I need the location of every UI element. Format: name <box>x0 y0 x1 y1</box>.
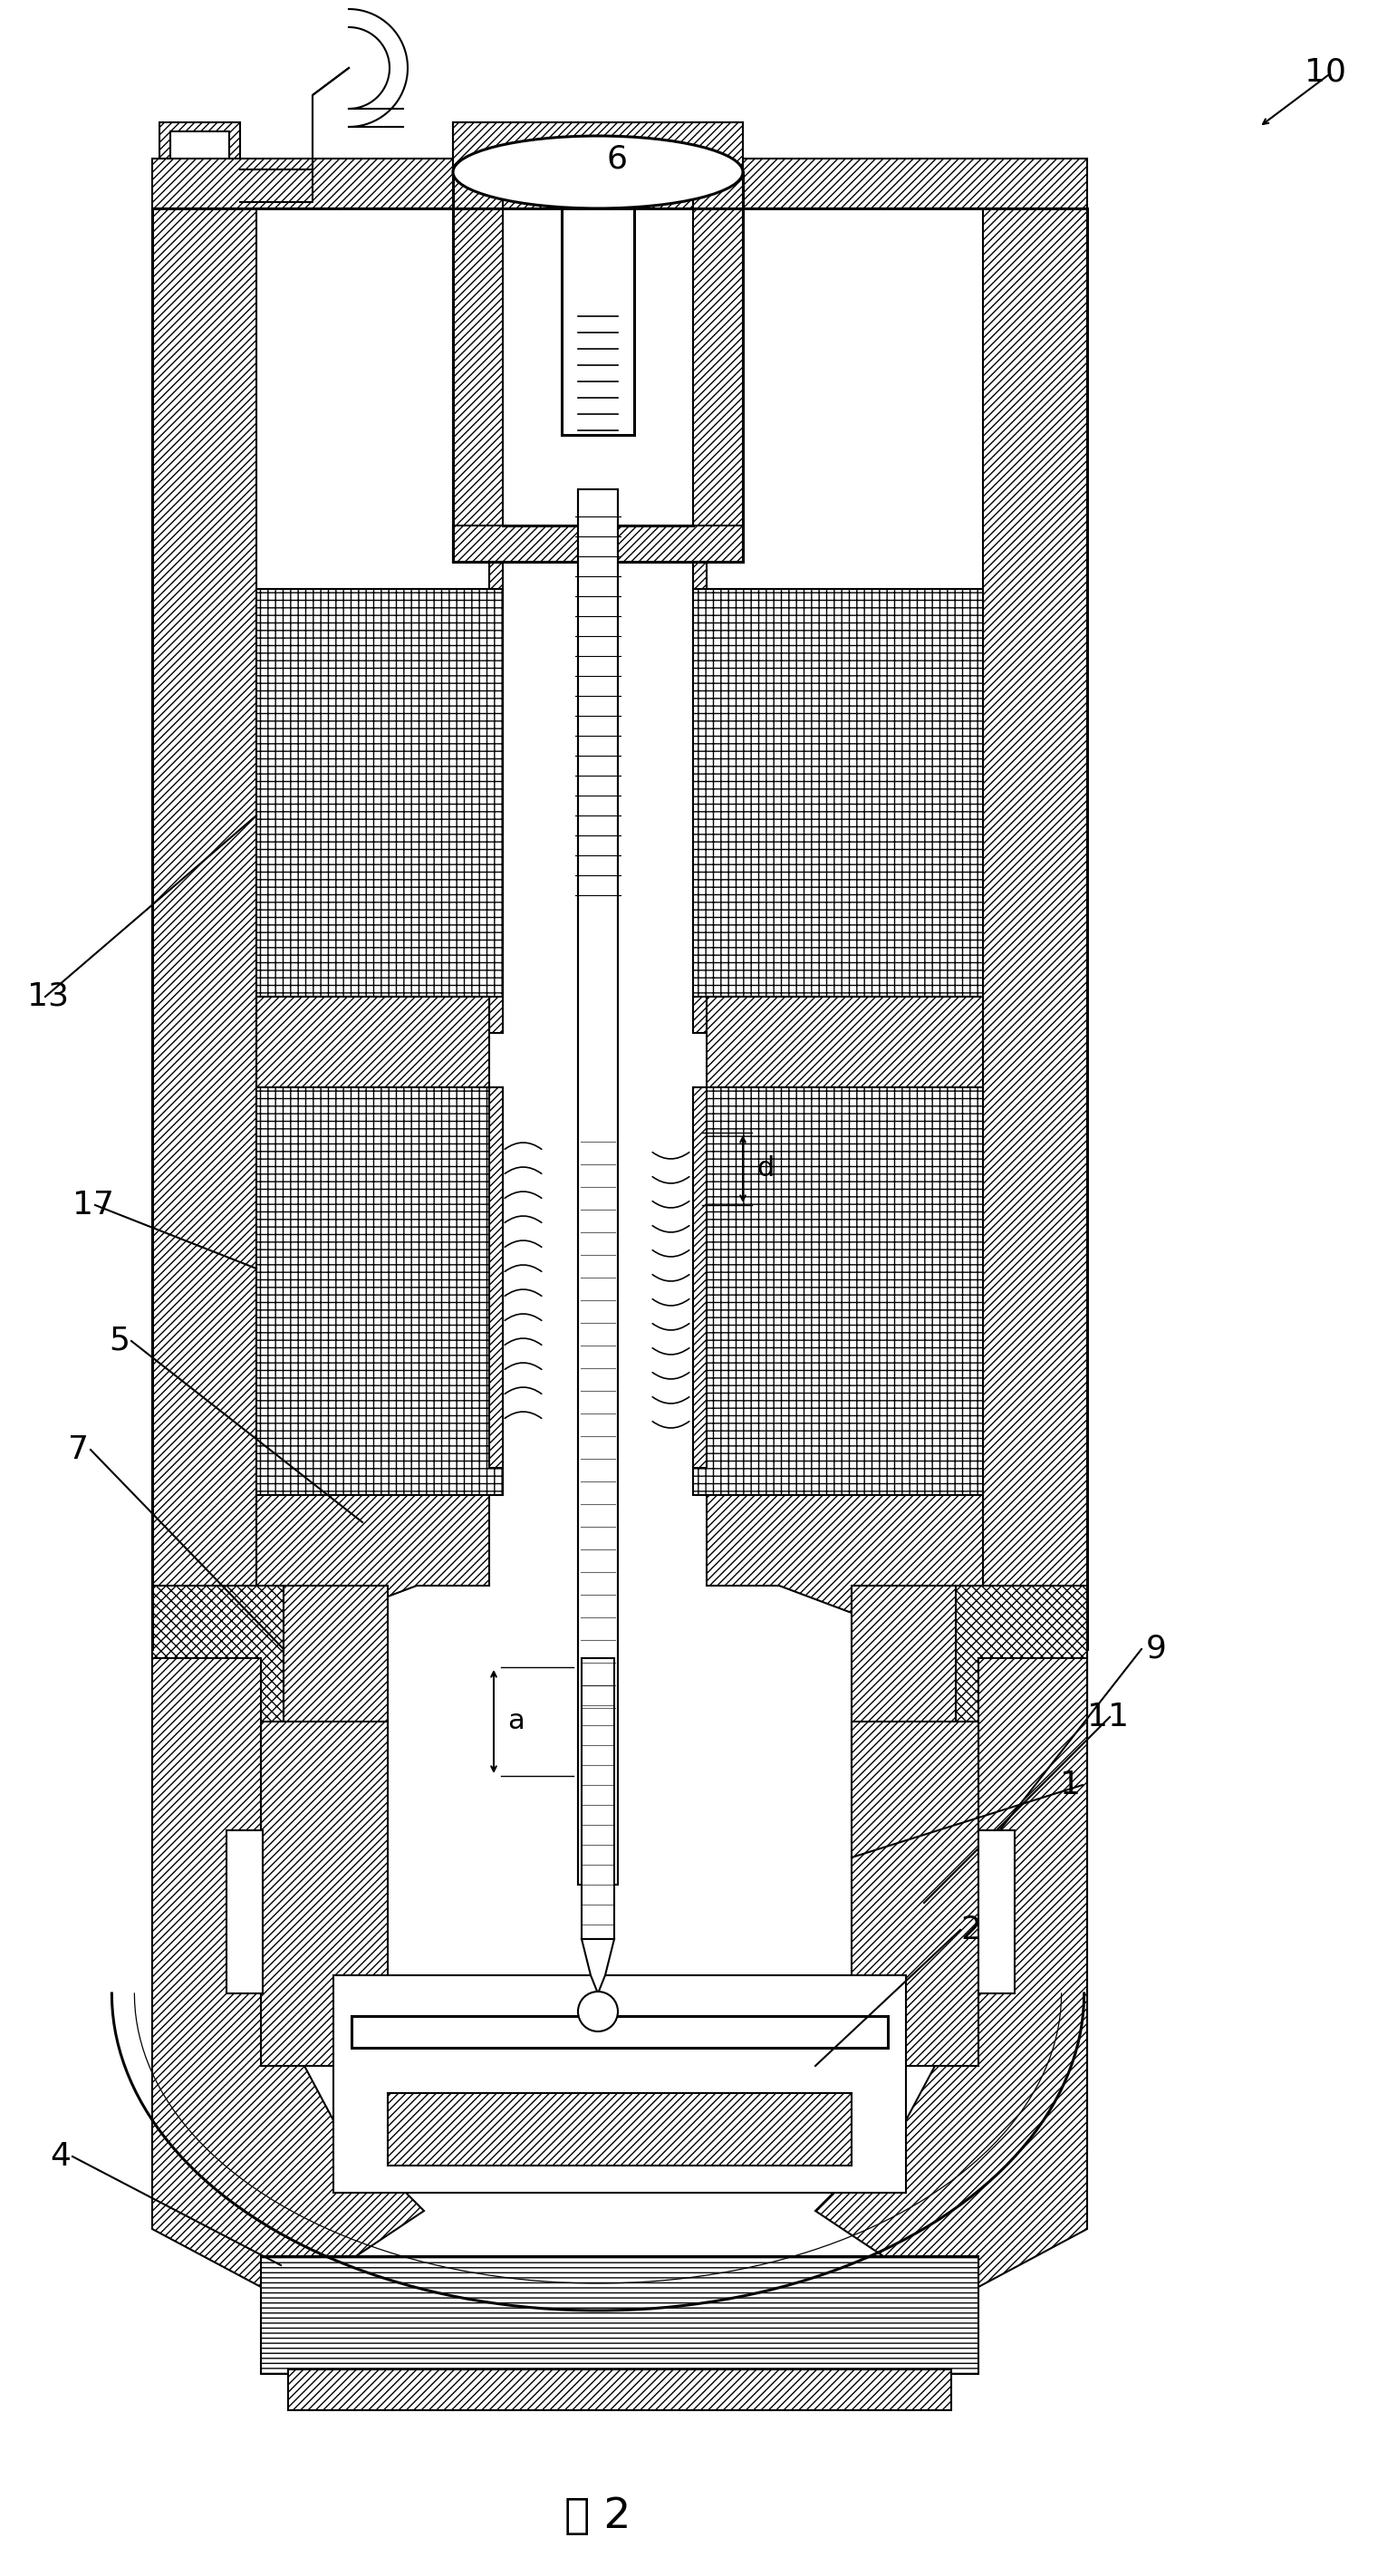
Bar <box>171 131 229 214</box>
Bar <box>283 1587 388 1767</box>
Bar <box>160 121 240 222</box>
Text: 7: 7 <box>68 1435 89 1466</box>
Polygon shape <box>562 185 634 435</box>
Circle shape <box>578 1991 617 2032</box>
Bar <box>706 997 983 1087</box>
Bar <box>454 121 743 173</box>
Polygon shape <box>257 1494 490 1649</box>
Bar <box>153 1587 283 1739</box>
Polygon shape <box>983 209 1087 2151</box>
Text: 图 2: 图 2 <box>565 2496 631 2537</box>
Text: 6: 6 <box>608 144 628 175</box>
Text: 11: 11 <box>1087 1703 1129 1734</box>
Bar <box>333 1976 906 2192</box>
Bar <box>978 1832 1015 1994</box>
Polygon shape <box>694 1087 706 1468</box>
Polygon shape <box>490 1087 503 1468</box>
Polygon shape <box>706 1494 983 1649</box>
Text: 17: 17 <box>72 1190 114 1221</box>
Text: 13: 13 <box>28 981 69 1012</box>
Bar <box>694 590 983 997</box>
Bar <box>581 1659 614 1940</box>
Text: 5: 5 <box>108 1327 129 1358</box>
Bar <box>226 1832 262 1994</box>
Bar <box>261 2257 978 2375</box>
Bar <box>257 590 503 997</box>
Polygon shape <box>694 562 706 1033</box>
Bar <box>257 1087 503 1494</box>
Bar <box>261 1721 388 2066</box>
Text: 9: 9 <box>1146 1633 1166 1664</box>
Bar <box>454 526 743 562</box>
Text: 1: 1 <box>1060 1770 1080 1801</box>
Bar <box>694 121 743 562</box>
Text: d: d <box>756 1157 774 1182</box>
Bar <box>351 2017 888 2048</box>
Polygon shape <box>581 1940 614 1994</box>
Bar <box>454 121 503 562</box>
Ellipse shape <box>454 137 743 209</box>
Bar <box>956 1587 1087 1739</box>
Bar <box>257 997 490 1087</box>
Bar <box>852 1587 956 1767</box>
Bar <box>694 1087 983 1494</box>
Polygon shape <box>153 1659 424 2300</box>
Bar <box>852 1721 978 2066</box>
Bar <box>153 160 1087 209</box>
Text: 2: 2 <box>960 1914 981 1945</box>
Polygon shape <box>816 1659 1087 2300</box>
Text: 4: 4 <box>50 2141 71 2172</box>
Bar <box>288 2370 951 2411</box>
Text: 10: 10 <box>1305 57 1347 88</box>
Bar <box>578 489 617 1886</box>
Bar <box>388 2094 852 2166</box>
Polygon shape <box>490 562 503 1033</box>
Polygon shape <box>153 209 257 2151</box>
Text: a: a <box>508 1708 524 1734</box>
